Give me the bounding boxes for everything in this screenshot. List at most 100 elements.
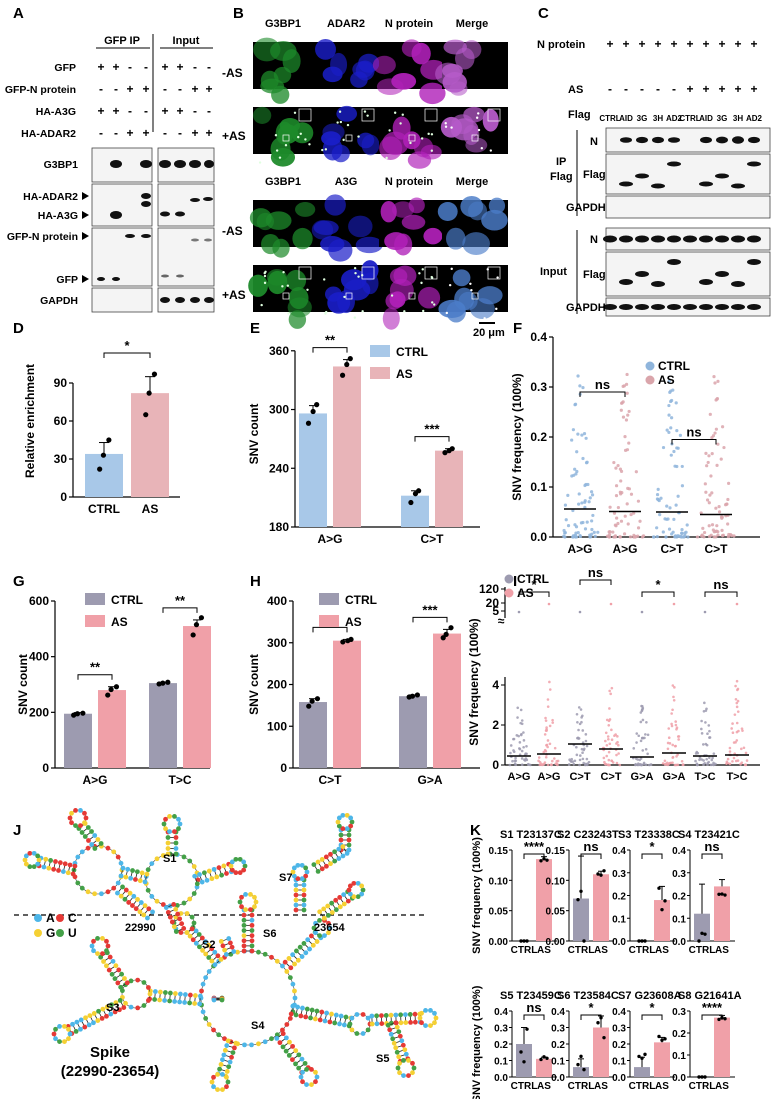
nucleotide [391, 1040, 397, 1046]
base-pair [289, 1050, 296, 1056]
nucleotide [220, 1057, 225, 1063]
subplot-title: S5 T23459C [500, 990, 562, 1002]
data-point [671, 761, 674, 765]
data-point [734, 684, 737, 688]
nucleotide [211, 866, 217, 872]
nucleotide [315, 868, 321, 874]
nucleotide [290, 981, 296, 987]
base-pair [313, 864, 319, 872]
nucleotide [304, 1066, 309, 1072]
nucleotide [241, 933, 247, 939]
nucleotide [62, 1039, 67, 1045]
panel-a-blots [91, 147, 215, 313]
data-point [670, 712, 673, 715]
nucleotide [309, 1007, 315, 1013]
base-pair [85, 831, 92, 837]
data-point [716, 379, 720, 383]
lane-label: AID [619, 114, 633, 123]
data-point [584, 482, 588, 487]
base-pair [62, 863, 66, 872]
nucleotide [354, 1031, 360, 1036]
data-point [563, 535, 567, 539]
nucleotide [301, 887, 307, 893]
nucleotide [133, 877, 138, 882]
nucleotide [212, 949, 218, 955]
nucleotide [293, 877, 299, 883]
nucleotide [428, 1023, 433, 1029]
nucleotide [167, 914, 173, 920]
base-pair [279, 1037, 287, 1043]
significance-label: ** [175, 593, 186, 608]
data-point [675, 727, 678, 731]
nucleotide [243, 891, 248, 897]
nucleotide [139, 870, 145, 876]
nucleotide [321, 915, 327, 921]
y-tick-label: 0.4 [612, 1007, 626, 1018]
sign-mark: + [734, 82, 741, 96]
data-point [704, 709, 708, 712]
nucleotide [161, 821, 167, 827]
nucleotide [348, 815, 354, 821]
nucleotide [345, 898, 351, 904]
nucleotide [219, 872, 225, 878]
base-pair [211, 955, 219, 962]
data-point [634, 757, 638, 760]
nucleotide [283, 1035, 289, 1041]
data-point [572, 473, 576, 477]
nucleotide [417, 1019, 423, 1025]
nucleotide [169, 919, 175, 925]
nucleotide [72, 874, 78, 880]
base-pair [202, 944, 209, 951]
data-point [575, 753, 579, 757]
base-pair [222, 942, 231, 947]
nucleotide [145, 887, 151, 893]
data-point [714, 398, 718, 402]
nucleotide [341, 892, 347, 898]
y-tick-label: 0.1 [551, 1057, 565, 1068]
nucleotide [328, 851, 333, 857]
panel-label-i: I [513, 573, 518, 590]
data-point [680, 759, 684, 763]
bar [536, 1058, 552, 1077]
sign-mark: + [112, 104, 119, 118]
data-point [539, 1057, 543, 1062]
y-tick-label: 0.2 [672, 1029, 686, 1040]
bar [333, 366, 361, 527]
data-point [580, 501, 584, 505]
data-point [664, 762, 667, 766]
data-point [606, 534, 610, 538]
base-pair [221, 938, 229, 942]
subplot-title: S3 T23338C [618, 829, 680, 841]
data-point [740, 747, 743, 751]
data-point [525, 939, 529, 943]
data-point [735, 705, 739, 709]
blot-band [652, 136, 664, 144]
data-point [715, 397, 720, 401]
nucleotide [27, 850, 33, 856]
nucleotide [105, 943, 111, 949]
nucleotide [312, 1016, 318, 1022]
base-pair [186, 927, 194, 933]
data-point [608, 530, 612, 534]
data-point [658, 513, 662, 517]
base-pair [174, 993, 176, 1002]
nucleotide [85, 889, 91, 895]
nucleotide [317, 1017, 323, 1023]
bar [654, 1042, 670, 1077]
data-point [589, 490, 594, 494]
x-tick-label: C>T [569, 771, 590, 783]
data-point [618, 763, 622, 767]
nucleotide [211, 996, 217, 1002]
nucleotide [301, 877, 307, 883]
data-point [660, 907, 664, 912]
data-point [541, 763, 545, 767]
data-point [578, 534, 582, 539]
data-point [105, 692, 111, 698]
data-point [697, 1075, 701, 1079]
nucleotide [390, 1036, 396, 1042]
nucleotide [191, 891, 197, 896]
nucleotide [165, 909, 171, 915]
row-label-minus-as: -AS [222, 224, 243, 238]
data-point [542, 750, 546, 754]
y-tick-label: 0.0 [530, 530, 547, 544]
